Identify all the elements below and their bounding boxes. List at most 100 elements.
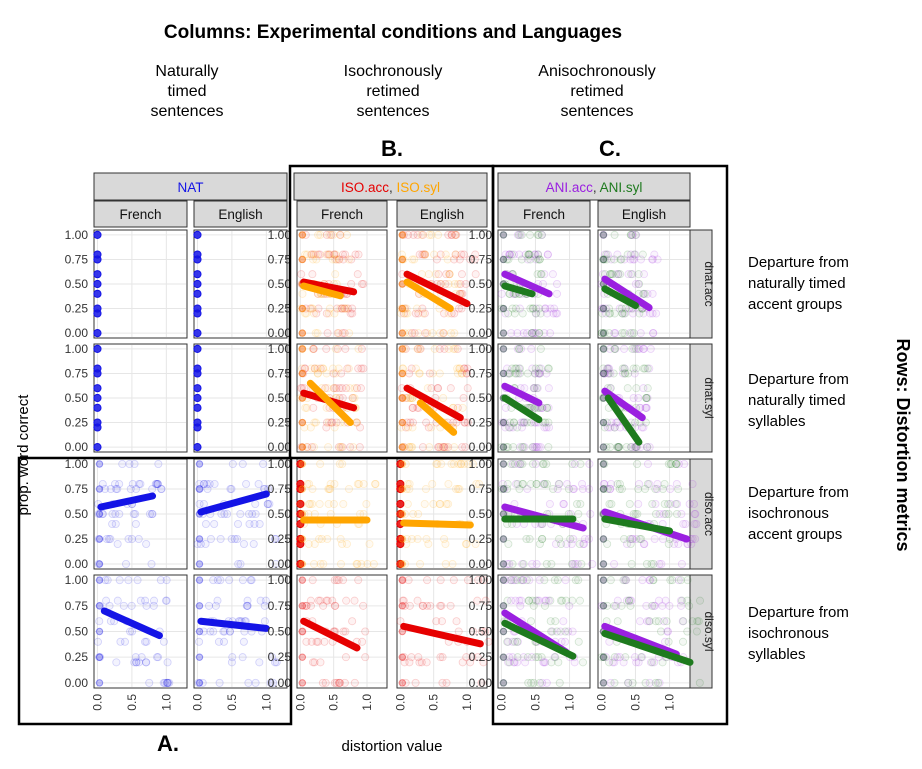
data-point bbox=[317, 535, 326, 544]
data-point bbox=[501, 423, 510, 432]
data-point bbox=[643, 443, 652, 452]
data-point bbox=[398, 418, 407, 427]
data-point bbox=[414, 344, 423, 353]
data-point bbox=[552, 279, 561, 288]
data-point bbox=[154, 653, 163, 662]
y-tick-label: 0.00 bbox=[469, 326, 493, 340]
data-point bbox=[648, 658, 657, 667]
data-point bbox=[142, 658, 151, 667]
data-point bbox=[599, 255, 608, 264]
data-point bbox=[296, 459, 305, 469]
data-point bbox=[400, 653, 409, 662]
data-point bbox=[365, 540, 374, 549]
data-point bbox=[553, 576, 562, 585]
figure-title: Columns: Experimental conditions and Lan… bbox=[164, 22, 622, 43]
data-point bbox=[418, 601, 427, 610]
x-tick-label: 0.5 bbox=[125, 694, 139, 711]
data-point bbox=[319, 601, 328, 610]
condition-label-part: ANI.syl bbox=[600, 180, 643, 195]
y-tick-label: 0.75 bbox=[65, 599, 89, 613]
fit-line bbox=[403, 384, 464, 422]
data-point bbox=[404, 423, 413, 432]
data-point bbox=[501, 576, 510, 585]
data-point bbox=[358, 637, 367, 646]
data-point bbox=[414, 653, 423, 662]
data-point bbox=[555, 678, 564, 687]
data-point bbox=[509, 658, 518, 667]
data-point bbox=[340, 678, 349, 687]
data-point bbox=[477, 627, 486, 636]
data-point bbox=[308, 304, 317, 313]
col-desc-line: Isochronously bbox=[344, 63, 443, 80]
data-point bbox=[452, 230, 461, 239]
data-point bbox=[516, 601, 525, 610]
data-point bbox=[457, 369, 466, 378]
data-point bbox=[347, 279, 356, 288]
data-point bbox=[533, 270, 542, 279]
data-point bbox=[334, 329, 343, 338]
data-point bbox=[322, 309, 331, 318]
data-point bbox=[320, 637, 329, 646]
data-point bbox=[540, 576, 549, 585]
data-point bbox=[405, 479, 414, 488]
data-point bbox=[219, 637, 228, 646]
data-point bbox=[298, 460, 307, 468]
data-point bbox=[446, 384, 455, 393]
data-point bbox=[298, 485, 307, 493]
data-point bbox=[613, 617, 622, 626]
data-point bbox=[639, 289, 648, 298]
data-point bbox=[607, 479, 616, 488]
data-point bbox=[163, 678, 172, 687]
data-point bbox=[630, 443, 639, 452]
data-point bbox=[398, 255, 407, 264]
data-point bbox=[157, 484, 166, 493]
data-point bbox=[599, 418, 608, 427]
data-point bbox=[304, 540, 313, 549]
data-point bbox=[567, 540, 576, 549]
data-point bbox=[271, 560, 280, 569]
data-point bbox=[210, 479, 219, 488]
data-point bbox=[401, 678, 410, 687]
data-point bbox=[201, 540, 210, 549]
data-point bbox=[271, 658, 280, 667]
data-point bbox=[329, 499, 338, 508]
panel-letter-b: B. bbox=[381, 136, 403, 161]
data-point bbox=[225, 627, 234, 636]
data-point bbox=[629, 364, 638, 373]
data-point bbox=[505, 653, 514, 662]
data-point bbox=[542, 479, 551, 488]
data-point bbox=[621, 309, 630, 318]
data-point bbox=[398, 369, 407, 378]
data-point bbox=[413, 596, 422, 605]
data-point bbox=[649, 576, 658, 585]
data-point bbox=[132, 658, 141, 667]
data-point bbox=[116, 637, 125, 646]
data-point bbox=[338, 459, 347, 468]
data-point bbox=[632, 535, 641, 544]
data-point bbox=[403, 309, 412, 318]
data-point bbox=[498, 484, 507, 493]
data-point bbox=[335, 678, 344, 687]
data-point bbox=[543, 250, 552, 259]
data-point bbox=[547, 560, 556, 569]
data-point bbox=[535, 678, 544, 687]
data-point bbox=[499, 369, 508, 378]
data-point bbox=[528, 459, 537, 468]
data-point bbox=[639, 364, 648, 373]
data-point bbox=[398, 443, 407, 451]
data-point bbox=[611, 344, 620, 353]
language-strip bbox=[497, 200, 591, 228]
data-point bbox=[461, 540, 470, 549]
facet-panel bbox=[296, 458, 388, 570]
data-point bbox=[599, 304, 608, 313]
data-point bbox=[614, 270, 623, 279]
data-point bbox=[599, 576, 608, 584]
data-point bbox=[353, 560, 362, 569]
data-point bbox=[505, 418, 514, 427]
data-point bbox=[98, 509, 107, 518]
data-point bbox=[638, 250, 647, 259]
data-point bbox=[305, 479, 314, 488]
fit-line bbox=[306, 379, 354, 427]
data-point bbox=[616, 255, 625, 264]
data-point bbox=[614, 443, 623, 452]
